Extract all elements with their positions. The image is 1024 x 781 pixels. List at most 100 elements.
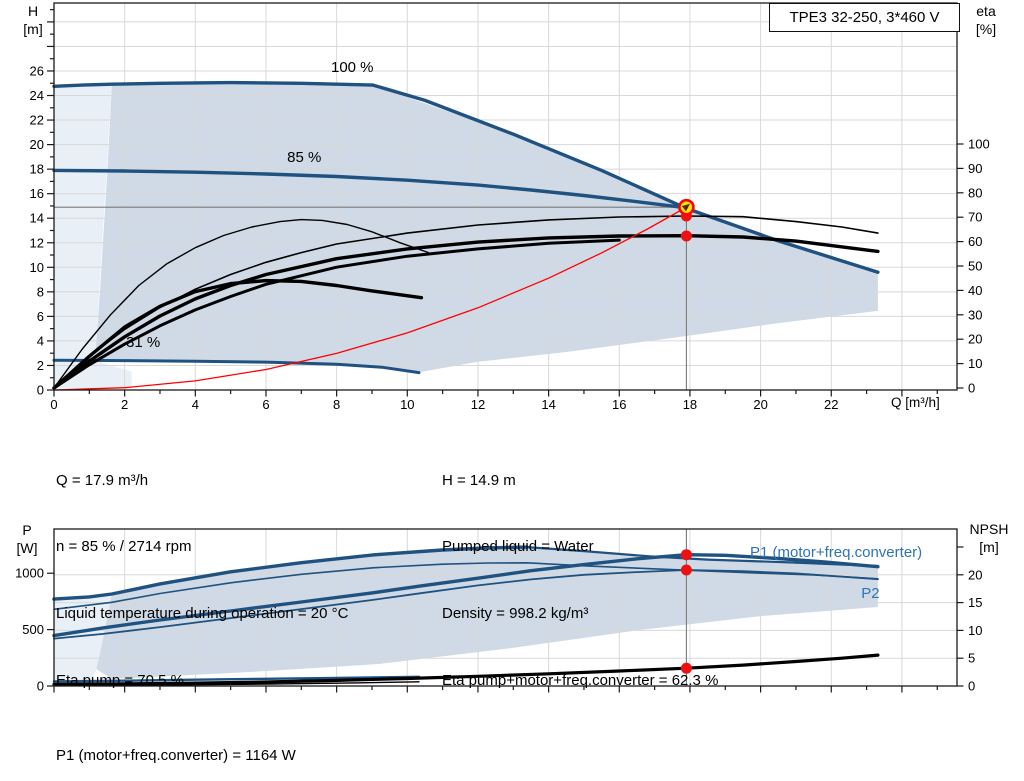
npsh-curve — [52, 653, 880, 686]
p2-curve-label: P2 — [861, 585, 879, 602]
p2-curve — [53, 569, 879, 640]
reading-q: Q = 17.9 m³/h — [56, 471, 149, 489]
system-curve — [53, 206, 688, 391]
eta-pump-curve-reduced-speed — [53, 218, 430, 389]
tick-label: 0 — [50, 397, 57, 412]
reading-pumped-liquid: Pumped liquid = Water — [442, 538, 594, 556]
power-chart: 0 500 1000 0 5 10 15 20 P1 (motor+freq.converter… — [15, 528, 982, 694]
tick-label: 60 — [968, 234, 982, 249]
tick-label: 18 — [683, 397, 697, 412]
tick-label: 90 — [968, 161, 982, 176]
tick-label: 24 — [30, 88, 44, 103]
q-axis-unit: Q [m³/h] — [891, 395, 940, 410]
tick-label: 10 — [30, 260, 44, 275]
duty-arrow-icon — [681, 203, 691, 212]
tick-label: 14 — [541, 397, 555, 412]
tick-label: 100 — [968, 137, 990, 152]
power-envelope — [96, 547, 878, 679]
p-axis-unit: [W] — [16, 540, 38, 556]
low-flow-region — [54, 84, 132, 389]
tick-label: 4 — [37, 333, 44, 348]
tick-label: 12 — [471, 397, 485, 412]
label-100pct: 100 % — [331, 59, 374, 76]
tick-label: 14 — [30, 211, 44, 226]
tick-label: 5 — [968, 651, 975, 666]
eta-pump-curve — [53, 215, 879, 389]
tick-label: 15 — [968, 595, 982, 610]
reading-h: H = 14.9 m — [442, 471, 516, 489]
tick-label: 22 — [824, 397, 838, 412]
p1-envelope-fall — [525, 545, 880, 568]
tick-label: 30 — [968, 307, 982, 322]
reading-eta-pump: Eta pump = 70.5 % — [56, 672, 184, 690]
reading-p1: P1 (motor+freq.converter) = 1164 W — [56, 746, 296, 764]
tick-label: 0 — [968, 381, 975, 396]
p2-100pct-curve — [53, 561, 879, 611]
tick-label: 26 — [30, 63, 44, 78]
p1-curve — [52, 553, 880, 638]
reading-liquid-temp: Liquid temperature during operation = 20… — [56, 605, 349, 623]
tick-label: 6 — [262, 397, 269, 412]
reading-eta-total: Eta pump+motor+freq.converter = 62.3 % — [442, 672, 719, 690]
tick-label: 2 — [37, 358, 44, 373]
head-plot-frame — [53, 2, 958, 391]
tick-label: 10 — [400, 397, 414, 412]
tick-label: 0 — [37, 383, 44, 398]
tick-label: 70 — [968, 210, 982, 225]
duty-readings-left: Q = 17.9 m³/h n = 85 % / 2714 rpm Liquid… — [56, 425, 348, 737]
eta-axis-title: eta [%] — [964, 2, 1008, 38]
tick-label: 10 — [968, 356, 982, 371]
label-85pct: 85 % — [287, 149, 321, 166]
eta-axis-unit: [%] — [975, 21, 997, 37]
eta-total-curve — [52, 233, 880, 390]
tick-label: 22 — [30, 113, 44, 128]
npsh-marker — [680, 662, 692, 674]
p1-100pct-curve — [52, 545, 529, 601]
tick-label: 50 — [968, 259, 982, 274]
p-axis-label: P — [22, 522, 32, 538]
p1-marker — [680, 549, 692, 561]
tick-label: 10 — [968, 623, 982, 638]
reading-speed: n = 85 % / 2714 rpm — [56, 538, 192, 556]
tick-label: 20 — [968, 332, 982, 347]
tick-label: 0 — [37, 679, 44, 694]
tick-label: 500 — [22, 622, 44, 637]
label-31pct: 31 % — [126, 334, 160, 351]
tick-label: 40 — [968, 283, 982, 298]
qh-curve-31pct — [52, 358, 421, 375]
tick-label: 4 — [192, 397, 199, 412]
h-axis-unit: [m] — [23, 21, 43, 37]
tick-label: 18 — [30, 162, 44, 177]
operating-envelope — [95, 82, 878, 373]
p1-min-speed-curve — [52, 675, 421, 683]
tick-label: 12 — [30, 235, 44, 250]
tick-label: 20 — [968, 567, 982, 582]
power-plot-frame — [53, 528, 958, 687]
tick-label: 20 — [753, 397, 767, 412]
eta-total-curve-mid-speed — [52, 238, 621, 390]
head-chart: 0246810121416182022242601020304050607080… — [30, 2, 990, 412]
tick-label: 20 — [30, 137, 44, 152]
tick-label: 8 — [37, 284, 44, 299]
qh-curve-85pct — [52, 168, 689, 210]
npsh-axis-label: NPSH — [969, 521, 1009, 537]
tick-label: 2 — [121, 397, 128, 412]
tick-label: 80 — [968, 185, 982, 200]
power-low-flow-region — [54, 593, 112, 686]
pump-type-title: TPE3 32-250, 3*460 V — [769, 3, 960, 32]
p2-marker — [680, 564, 692, 576]
tick-label: 6 — [37, 309, 44, 324]
duty-readings-right: H = 14.9 m Pumped liquid = Water Density… — [442, 425, 718, 737]
tick-label: 16 — [612, 397, 626, 412]
reading-density: Density = 998.2 kg/m³ — [442, 605, 589, 623]
power-axis-title: P [W] — [6, 521, 48, 557]
npsh-axis-unit: [m] — [979, 539, 999, 555]
head-axis-title: H [m] — [12, 2, 54, 38]
eta-total-curve-reduced-speed — [52, 278, 424, 390]
power-readings: P1 (motor+freq.converter) = 1164 W P2 = … — [56, 700, 296, 781]
tick-label: 1000 — [15, 566, 44, 581]
eta-total-marker — [680, 230, 692, 242]
tick-label: 8 — [333, 397, 340, 412]
